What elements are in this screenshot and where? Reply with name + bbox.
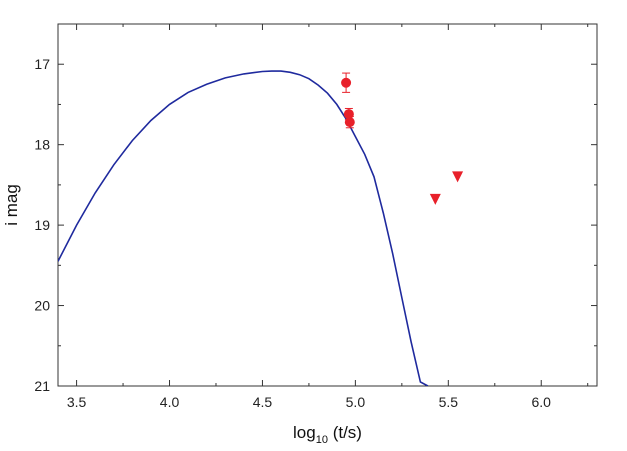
x-axis-label-rest: (t/s)	[328, 423, 362, 442]
y-tick-label: 18	[34, 137, 50, 153]
plot-area	[57, 23, 598, 387]
x-axis-label-main: log	[293, 423, 316, 442]
model-curve	[58, 70, 429, 386]
upper-limit-marker	[429, 193, 441, 205]
x-axis-label-subscript: 10	[316, 434, 328, 446]
data-point	[344, 117, 355, 128]
x-tick-label: 3.5	[67, 394, 87, 410]
plot-frame	[57, 23, 598, 387]
y-axis-label: i mag	[2, 184, 21, 226]
x-tick-label: 5.5	[439, 394, 459, 410]
x-tick-label: 6.0	[532, 394, 552, 410]
x-axis-ticks: 3.5 4.0 4.5 5.0 5.5 6.0	[67, 24, 589, 410]
y-tick-label: 17	[34, 56, 50, 72]
upper-limit-marker	[452, 171, 464, 183]
y-tick-label: 21	[34, 378, 50, 394]
y-tick-label: 20	[34, 298, 50, 314]
y-tick-label: 19	[34, 217, 50, 233]
series-layer	[58, 70, 464, 386]
y-axis-ticks: 17 18 19 20 21	[34, 23, 597, 394]
x-tick-label: 5.0	[346, 394, 366, 410]
x-axis-label: log10 (t/s)	[293, 423, 362, 446]
x-tick-label: 4.0	[160, 394, 180, 410]
data-point	[341, 77, 352, 88]
x-tick-label: 4.5	[253, 394, 273, 410]
